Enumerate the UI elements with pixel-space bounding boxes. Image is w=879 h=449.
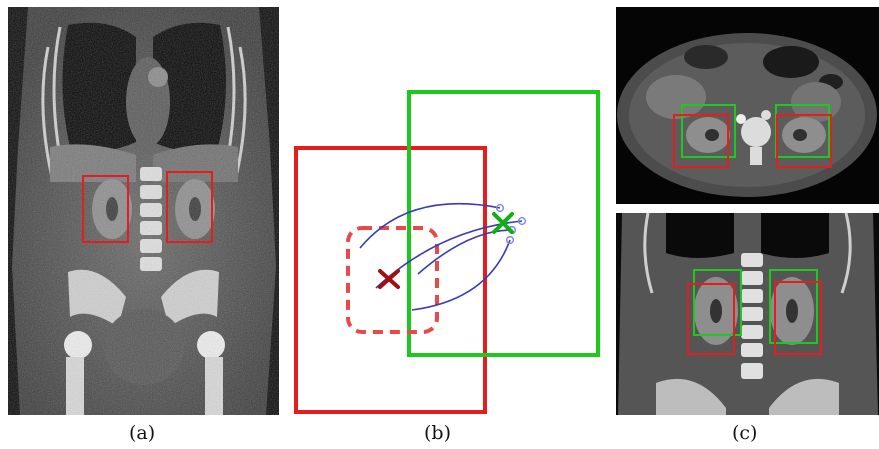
- green-box-large: [407, 90, 600, 357]
- kidney-box-left-red: [166, 171, 213, 243]
- panel-b-schematic: [288, 80, 608, 420]
- panel-c-axial-ct: [616, 7, 879, 204]
- coronal-crop-ct-image: [616, 213, 879, 415]
- axial-box-right-red: [673, 114, 729, 168]
- coronal-crop-box-left-green: [769, 269, 818, 344]
- panel-a-coronal-ct: [8, 7, 279, 415]
- x-mark-icon: [378, 269, 400, 289]
- displacement-arrow-3: [411, 235, 515, 311]
- coronal-crop-box-left-red: [774, 281, 822, 355]
- kidney-box-right-red: [82, 175, 129, 243]
- axial-box-left-red: [776, 114, 832, 168]
- caption-b: (b): [424, 422, 451, 444]
- red-box-dashed: [346, 226, 439, 334]
- panel-c-coronal-ct: [616, 213, 879, 415]
- coronal-ct-image: [8, 7, 279, 415]
- x-mark-icon: [492, 212, 514, 234]
- axial-box-right-green: [681, 104, 736, 158]
- coronal-crop-box-right-green: [693, 269, 742, 336]
- displacement-arrow-4: [417, 225, 517, 275]
- axial-ct-image: [616, 7, 879, 204]
- caption-c: (c): [732, 422, 758, 444]
- red-box-large: [294, 146, 487, 414]
- coronal-crop-box-right-red: [687, 283, 735, 355]
- caption-a: (a): [129, 422, 156, 444]
- schematic-diagram: [294, 90, 600, 414]
- displacement-arrow-1: [359, 202, 505, 249]
